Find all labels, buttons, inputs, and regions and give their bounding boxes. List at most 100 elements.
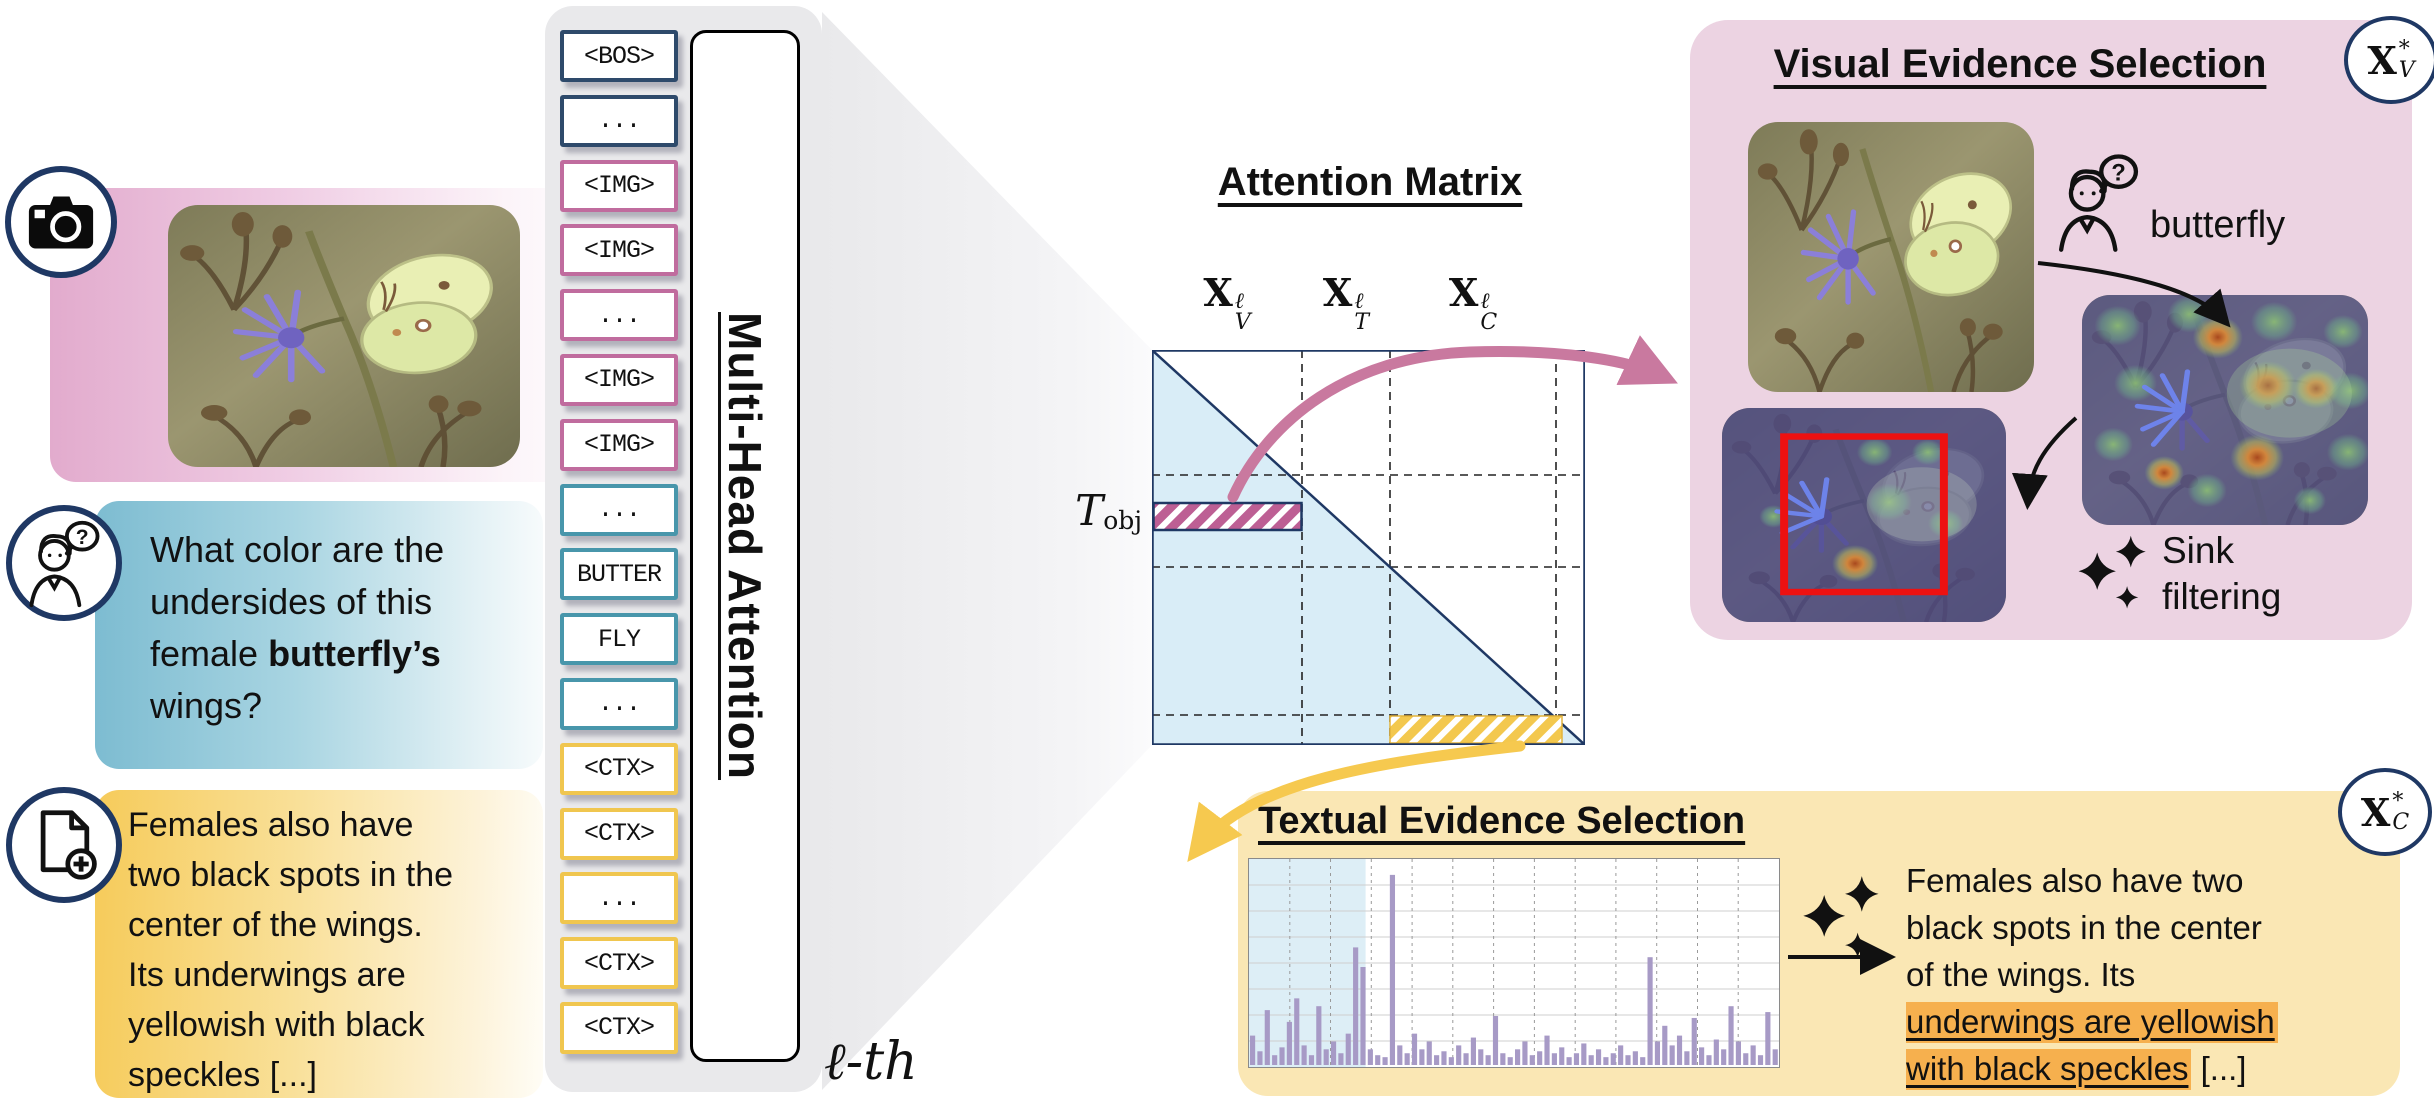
attention-matrix [1152, 350, 1585, 745]
attention-bar [1669, 1045, 1675, 1065]
attention-bar [1581, 1043, 1587, 1065]
attention-bar [1323, 1049, 1329, 1065]
attention-bar [1647, 957, 1653, 1065]
matrix-row-label-object-tokens: Tobj [1075, 486, 1142, 536]
attention-bar [1721, 1049, 1727, 1065]
svg-text:?: ? [2111, 159, 2126, 186]
butterfly-photo [168, 205, 520, 467]
sparkles-icon [2076, 532, 2152, 616]
attention-bar [1419, 1049, 1425, 1065]
document-add-icon [40, 810, 97, 880]
attention-bar [1603, 1057, 1609, 1065]
question-panel [95, 501, 543, 769]
attention-bar [1338, 1053, 1344, 1065]
attention-bar [1625, 1055, 1631, 1065]
attention-bar [1654, 1041, 1661, 1065]
attention-bar [1264, 1010, 1270, 1065]
attention-bar [1257, 1051, 1263, 1065]
attention-bar [1522, 1041, 1528, 1065]
token-ctx: <CTX> [560, 937, 678, 990]
attention-bar [1397, 1045, 1403, 1065]
attention-bar [1485, 1055, 1491, 1065]
attention-bar [1301, 1045, 1307, 1065]
layer-funnel [822, 12, 1152, 1090]
attention-bar [1411, 1033, 1418, 1065]
attention-bar [1404, 1053, 1410, 1065]
attention-bar [1566, 1057, 1572, 1065]
attention-bar [1537, 1051, 1543, 1065]
attention-bar [1294, 998, 1300, 1065]
token-ctx: <CTX> [560, 807, 678, 860]
selected-context-text: Females also have two black spots in the … [1906, 857, 2278, 1092]
attention-bar [1426, 1041, 1432, 1065]
attention-bar [1529, 1055, 1535, 1065]
attention-bar [1610, 1053, 1616, 1065]
attention-bar [1684, 1051, 1690, 1065]
attention-heatmap-image [2082, 295, 2368, 525]
attention-bar [1551, 1053, 1557, 1065]
token-ellipsis: ... [560, 94, 678, 147]
attention-bar [1573, 1053, 1580, 1065]
attention-bar [1353, 947, 1359, 1065]
attention-bar [1662, 1025, 1668, 1065]
attention-bar [1367, 1049, 1373, 1065]
attention-bar [1382, 1057, 1388, 1065]
attention-bar [1279, 1047, 1285, 1065]
attention-bar [1316, 1006, 1322, 1065]
attention-bar [1286, 1021, 1292, 1065]
context-text: Females also have two black spots in the c… [128, 806, 454, 1094]
token-ctx: <CTX> [560, 1001, 678, 1054]
attention-bar [1728, 1006, 1734, 1065]
multi-head-attention-box: Multi-Head Attention [690, 30, 800, 1062]
attention-bar [1750, 1045, 1756, 1065]
attention-bar [1470, 1037, 1476, 1065]
token-img: <IMG> [560, 418, 678, 471]
attention-bar [1330, 1041, 1337, 1065]
attention-bar [1345, 1033, 1351, 1065]
attention-bar [1500, 1053, 1506, 1065]
person-question-icon: ? [2050, 150, 2146, 254]
token-img: <IMG> [560, 159, 678, 212]
attention-bar [1492, 1016, 1499, 1065]
token-ellipsis: ... [560, 677, 678, 730]
attention-bar [1515, 1049, 1521, 1065]
token-ellipsis: ... [560, 872, 678, 925]
attention-bar [1544, 1035, 1550, 1065]
layer-index-label: ℓ-th [824, 1032, 918, 1092]
attention-bar-chart [1248, 858, 1780, 1068]
attention-bar [1595, 1049, 1602, 1065]
attention-bar [1272, 1055, 1278, 1065]
matrix-diagonal [1152, 350, 1585, 745]
attention-bar [1448, 1057, 1454, 1065]
attention-bar [1434, 1055, 1440, 1065]
attention-bar [1456, 1045, 1462, 1065]
attention-bar [1713, 1039, 1719, 1065]
attention-bar [1308, 1055, 1315, 1065]
textual-evidence-title: Textual Evidence Selection [1258, 800, 1746, 842]
attention-bar [1559, 1047, 1565, 1065]
attention-bar [1389, 874, 1396, 1065]
token-fly: FLY [560, 613, 678, 666]
attention-bar [1507, 1057, 1513, 1065]
attention-bar [1691, 1017, 1697, 1065]
attention-bar [1463, 1053, 1469, 1065]
attention-bar [1632, 1051, 1638, 1065]
person-question-icon: ? [29, 520, 100, 608]
token-ellipsis: ... [560, 289, 678, 342]
attention-bar [1706, 1055, 1712, 1065]
token-ctx: <CTX> [560, 742, 678, 795]
question-badge: ? [6, 505, 122, 621]
attention-bar [1699, 1047, 1705, 1065]
sparkles-icon [1800, 872, 1886, 966]
attention-bar [1478, 1049, 1484, 1065]
svg-text:?: ? [76, 526, 89, 549]
bounding-box [1780, 433, 1948, 596]
attention-bar [1735, 1041, 1741, 1065]
context-panel [95, 790, 543, 1098]
attention-bar [1743, 1053, 1749, 1065]
butterfly-photo-ves [1748, 122, 2034, 392]
question-text: What color are the undersides of this fema… [150, 529, 445, 726]
